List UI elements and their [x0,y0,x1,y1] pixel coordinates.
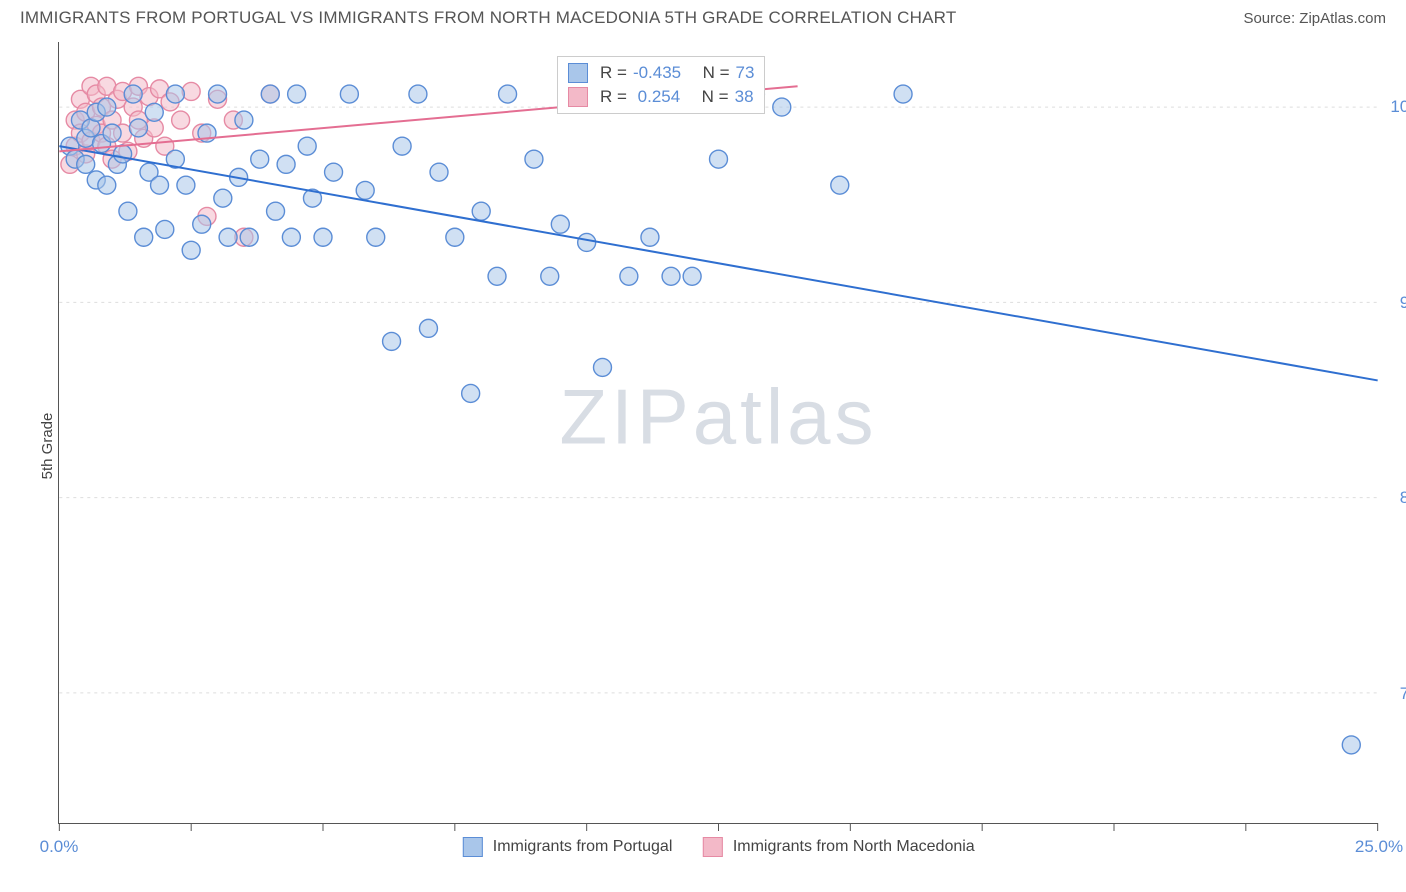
legend-label-macedonia: Immigrants from North Macedonia [733,838,975,855]
r-label: R = [600,87,627,107]
chart-title: IMMIGRANTS FROM PORTUGAL VS IMMIGRANTS F… [20,8,956,28]
y-axis-label: 5th Grade [39,413,56,480]
n-label: N = [702,87,729,107]
x-tick-label: 25.0% [1355,837,1403,857]
chart-plot-area: ZIPatlas R = -0.435 N = 73 R = 0.254 N =… [58,42,1378,824]
stats-legend: R = -0.435 N = 73 R = 0.254 N = 38 [557,56,765,114]
r-value-portugal: -0.435 [633,63,681,83]
y-tick-label: 92.5% [1400,293,1406,313]
n-value-portugal: 73 [736,63,755,83]
legend-label-portugal: Immigrants from Portugal [493,838,673,855]
r-label: R = [600,63,627,83]
r-value-macedonia: 0.254 [633,87,680,107]
n-value-macedonia: 38 [735,87,754,107]
source-label: Source: ZipAtlas.com [1243,10,1386,27]
y-tick-label: 85.0% [1400,488,1406,508]
n-label: N = [703,63,730,83]
swatch-portugal-bottom [462,837,482,857]
stats-row-macedonia: R = 0.254 N = 38 [568,85,754,109]
legend-item-portugal: Immigrants from Portugal [462,837,672,857]
correlation-scatter-chart [59,42,1378,823]
y-tick-label: 100.0% [1390,97,1406,117]
swatch-macedonia [568,87,588,107]
swatch-macedonia-bottom [702,837,722,857]
bottom-legend: Immigrants from Portugal Immigrants from… [462,837,974,857]
legend-item-macedonia: Immigrants from North Macedonia [702,837,974,857]
x-tick-label: 0.0% [40,837,79,857]
swatch-portugal [568,63,588,83]
y-tick-label: 77.5% [1400,684,1406,704]
stats-row-portugal: R = -0.435 N = 73 [568,61,754,85]
